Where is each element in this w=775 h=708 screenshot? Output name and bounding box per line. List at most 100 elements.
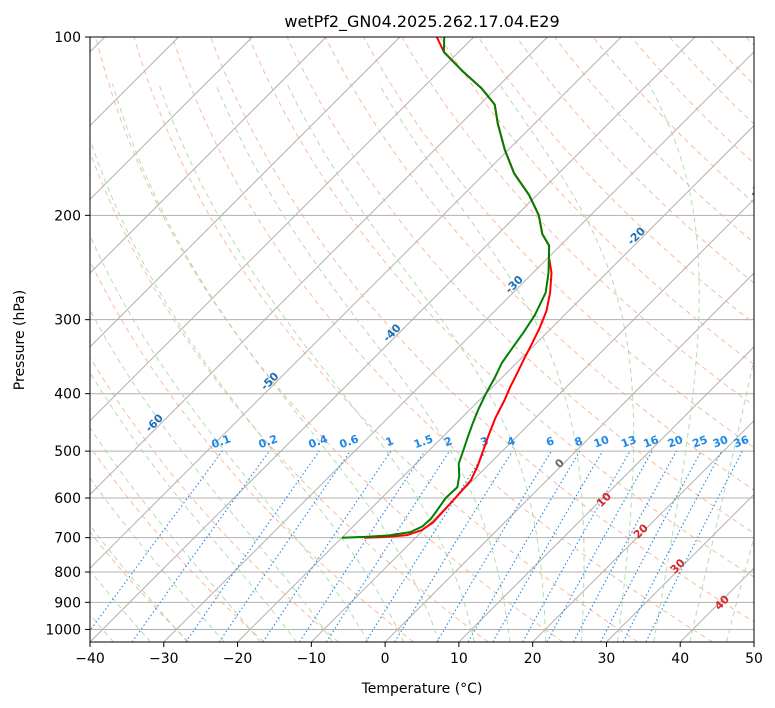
moist-adiabat-line <box>112 83 440 642</box>
mixing-ratio-label: 0.1 <box>210 432 233 451</box>
mixing-ratio-label: 10 <box>592 433 611 451</box>
mixing-ratio-label: 25 <box>691 433 710 450</box>
moist-adiabat-line <box>90 477 225 642</box>
y-tick-label: 700 <box>54 531 81 547</box>
mixing-ratio-line <box>600 450 702 642</box>
dry-adiabat-line <box>95 37 564 642</box>
y-tick-label: 1000 <box>45 622 81 638</box>
mixing-ratio-line <box>299 450 426 642</box>
isotherm-line <box>753 641 754 642</box>
x-axis-title: Temperature (°C) <box>361 681 483 697</box>
isotherm-line <box>90 37 401 348</box>
y-tick-label: 300 <box>54 313 81 329</box>
isotherm-line <box>532 419 754 642</box>
mixing-ratio-label: 30 <box>711 433 730 451</box>
isotherm-line <box>606 493 754 642</box>
x-tick-label: 40 <box>671 651 689 667</box>
mixing-ratio-label: 4 <box>505 434 517 449</box>
dry-adiabat-line <box>592 37 754 204</box>
mixing-ratio-line <box>131 450 270 642</box>
dry-adiabat-line <box>516 37 754 284</box>
y-tick-label: 600 <box>54 491 81 507</box>
isotherm-line <box>458 346 754 642</box>
dry-adiabat-label: -60 <box>143 411 166 434</box>
x-tick-label: 10 <box>450 651 468 667</box>
series-line-dewpoint <box>341 37 551 539</box>
moist-adiabat-line <box>90 234 369 642</box>
moist-adiabat-line <box>286 83 547 642</box>
series-line-temperature <box>363 37 553 539</box>
dry-adiabat-line <box>401 37 754 407</box>
isotherm-line <box>90 37 696 642</box>
moist-adiabat-line <box>378 83 585 642</box>
isotherm-line <box>90 37 475 422</box>
moist-adiabat-line <box>689 356 754 642</box>
y-axis-ticks: 100 200 300 400 500 600 700 800 900 1000 <box>45 30 90 638</box>
mixing-ratio-label: 0.4 <box>307 432 330 451</box>
dry-adiabat-line <box>707 37 754 86</box>
mixing-ratio-label: 8 <box>573 434 585 449</box>
mixing-ratio-line <box>436 450 552 642</box>
y-tick-label: 500 <box>54 444 81 460</box>
y-tick-label: 200 <box>54 208 81 224</box>
mixing-ratio-line <box>185 450 320 642</box>
dry-adiabat-label: -10 <box>747 176 770 199</box>
moist-adiabat-line <box>498 83 635 642</box>
moist-adiabat-label: 20 <box>631 521 651 541</box>
mixing-ratio-label: 0.6 <box>338 432 361 451</box>
moist-adiabat-label: 30 <box>668 556 688 576</box>
dry-adiabat-line <box>90 356 339 642</box>
y-axis-title: Pressure (hPa) <box>12 290 28 390</box>
mixing-ratio-label: 1 <box>384 434 396 449</box>
dry-adiabat-line <box>248 37 754 578</box>
mixing-ratio-label: 1.5 <box>412 432 435 451</box>
dry-adiabat-line <box>477 37 754 324</box>
dry-adiabat-line <box>171 37 713 642</box>
mixing-ratio-line <box>546 450 653 642</box>
plot-frame <box>89 36 755 643</box>
dry-adiabat-line <box>90 259 414 642</box>
isoline-labels: 0.10.20.40.611.52346810131620253036-100-… <box>0 176 770 613</box>
mixing-ratio-line <box>394 450 513 642</box>
isotherm-line <box>90 37 253 201</box>
moist-adiabat-label: 40 <box>712 592 732 612</box>
chart-title: wetPf2_GN04.2025.262.17.04.E29 <box>284 12 559 32</box>
dry-adiabat-label: -80 <box>0 411 19 434</box>
mixing-ratio-label: 16 <box>642 433 661 451</box>
y-tick-label: 400 <box>54 387 81 403</box>
moist-adiabat-line <box>90 308 333 642</box>
x-tick-label: 20 <box>524 651 542 667</box>
dry-adiabat-label: -20 <box>625 224 648 247</box>
moist-adiabat-line <box>215 83 511 642</box>
dry-adiabat-line <box>210 37 754 623</box>
x-axis-ticks: −40 −30 −20 −10 0 10 20 30 40 50 <box>75 642 763 667</box>
mixing-ratio-label: 13 <box>619 433 638 450</box>
mixing-ratio-label: 20 <box>666 433 685 451</box>
x-tick-label: 50 <box>745 651 763 667</box>
x-tick-label: 30 <box>598 651 616 667</box>
mixing-ratio-label: 3 <box>479 434 491 449</box>
dry-adiabat-line <box>133 37 639 642</box>
moist-adiabat-line <box>90 569 151 642</box>
moist-adiabat-line <box>90 524 188 642</box>
x-tick-label: −30 <box>149 651 179 667</box>
dry-adiabat-line <box>363 37 754 449</box>
mixing-ratio-label: 0.2 <box>257 432 280 451</box>
moist-adiabat-line <box>158 83 475 642</box>
dry-adiabat-label: -70 <box>69 411 92 434</box>
y-tick-label: 100 <box>54 30 81 46</box>
isotherm-line <box>310 198 754 642</box>
moist-adiabat-line <box>90 137 405 642</box>
mixing-ratio-line <box>90 450 223 632</box>
dry-adiabat-line <box>630 37 754 164</box>
mixing-ratio-line <box>645 450 743 642</box>
x-tick-label: −20 <box>223 651 253 667</box>
dry-adiabat-label: -40 <box>380 321 403 344</box>
dry-adiabat-line <box>90 150 489 642</box>
moist-adiabat-line <box>726 535 754 642</box>
y-tick-label: 900 <box>54 595 81 611</box>
moist-adiabat-label: 10 <box>594 490 614 510</box>
mixing-ratio-label: 6 <box>544 434 556 449</box>
isotherm-line <box>679 567 754 642</box>
